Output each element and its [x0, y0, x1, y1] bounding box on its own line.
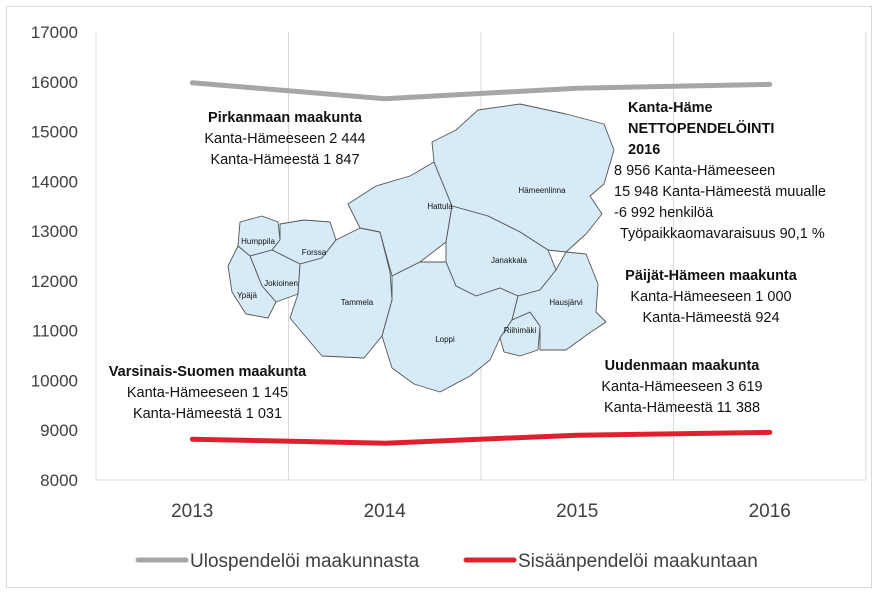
map-label: Janakkala — [491, 256, 528, 265]
map-label: Forssa — [302, 248, 327, 257]
y-tick-label: 11000 — [32, 322, 78, 341]
annotation-line: Kanta-Hämeeseen 1 145 — [126, 385, 289, 401]
y-tick-label: 10000 — [31, 371, 78, 390]
annotation-title: NETTOPENDELÖINTI — [628, 121, 775, 137]
annotation-pirkanmaa: Pirkanmaan maakunta Kanta-Hämeeseen 2 44… — [185, 108, 385, 171]
y-axis: 8000 9000 10000 11000 12000 13000 14000 15000 16… — [31, 23, 78, 490]
map-label: Hattula — [427, 202, 453, 211]
x-tick-label: 2014 — [364, 501, 407, 522]
y-tick-label: 13000 — [31, 222, 78, 241]
annotation-title: Uudenmaan maakunta — [604, 358, 760, 374]
annotation-line: Kanta-Hämeeseen 1 000 — [630, 289, 792, 305]
legend-label: Sisäänpendelöi maakuntaan — [518, 551, 758, 572]
annotation-line: Kanta-Hämeestä 11 388 — [603, 400, 761, 416]
y-tick-label: 17000 — [31, 23, 78, 42]
map-hausjarvi — [511, 251, 607, 351]
x-tick-label: 2013 — [171, 501, 213, 522]
annotation-title: Varsinais-Suomen maakunta — [108, 364, 307, 380]
legend-label: Ulospendelöi maakunnasta — [190, 551, 420, 572]
map-label: Hausjärvi — [549, 298, 583, 307]
y-tick-label: 15000 — [31, 123, 78, 142]
y-tick-label: 9000 — [40, 421, 78, 440]
map-ypaja — [227, 245, 277, 319]
annotation-paijat-hame: Päijät-Hämeen maakunta Kanta-Hämeeseen 1… — [606, 266, 816, 329]
annotation-title: Kanta-Häme — [628, 100, 713, 116]
annotation-title: 2016 — [628, 142, 661, 158]
map-label: Jokioinen — [264, 279, 298, 288]
map-label: Riihimäki — [504, 326, 537, 335]
annotation-line: 15 948 Kanta-Hämeestä muualle — [614, 184, 826, 200]
y-tick-label: 14000 — [31, 172, 78, 191]
map-label: Humppila — [241, 237, 275, 246]
annotation-line: -6 992 henkilöä — [614, 205, 714, 221]
annotation-line: Kanta-Hämeeseen 3 619 — [601, 379, 763, 395]
annotation-varsinais-suomi: Varsinais-Suomen maakunta Kanta-Hämeesee… — [100, 362, 315, 425]
annotation-title: Pirkanmaan maakunta — [208, 110, 362, 126]
map-label: Tammela — [341, 298, 374, 307]
map-label: Hämeenlinna — [518, 186, 566, 195]
grid-lines — [95, 32, 867, 481]
kanta-hame-map — [227, 103, 615, 393]
legend: Ulospendelöi maakunnasta Sisäänpendelöi m… — [135, 551, 758, 572]
map-label: Loppi — [435, 335, 455, 344]
annotation-uusimaa: Uudenmaan maakunta Kanta-Hämeeseen 3 619… — [582, 356, 782, 419]
annotation-line: Kanta-Hämeestä 1 031 — [132, 406, 283, 422]
annotation-line: Kanta-Hämeeseen 2 444 — [204, 131, 366, 147]
y-tick-label: 8000 — [40, 471, 78, 490]
x-axis: 2013 2014 2015 2016 — [171, 501, 791, 522]
map-label: Ypäjä — [237, 291, 257, 300]
series-line-1 — [189, 80, 773, 102]
annotation-kanta-hame: Kanta-Häme NETTOPENDELÖINTI 2016 8 956 K… — [614, 98, 858, 245]
annotation-title: Päijät-Hämeen maakunta — [625, 268, 797, 284]
annotation-line: 8 956 Kanta-Hämeeseen — [614, 163, 776, 179]
y-tick-label: 16000 — [31, 73, 78, 92]
x-tick-label: 2016 — [749, 501, 791, 522]
series-lines — [189, 80, 773, 446]
annotation-line: Kanta-Hämeestä 924 — [642, 310, 780, 326]
y-tick-label: 12000 — [31, 272, 78, 291]
annotation-line: Työpaikkaomavaraisuus 90,1 % — [620, 226, 825, 242]
series-line-2 — [189, 429, 773, 446]
annotation-line: Kanta-Hämeestä 1 847 — [210, 152, 360, 168]
x-tick-label: 2015 — [556, 501, 598, 522]
